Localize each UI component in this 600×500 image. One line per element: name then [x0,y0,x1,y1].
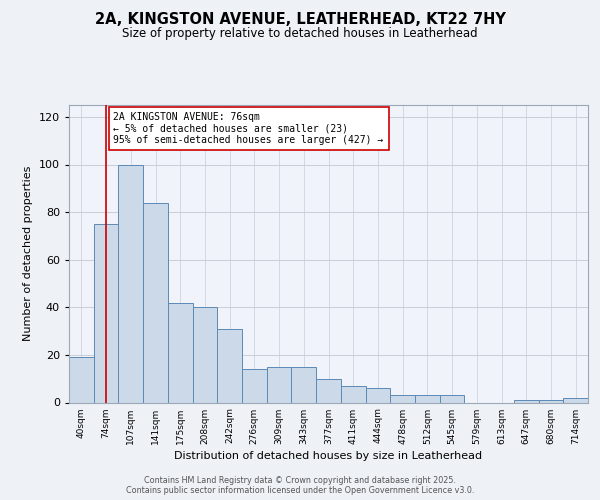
Text: Size of property relative to detached houses in Leatherhead: Size of property relative to detached ho… [122,28,478,40]
Text: 2A, KINGSTON AVENUE, LEATHERHEAD, KT22 7HY: 2A, KINGSTON AVENUE, LEATHERHEAD, KT22 7… [95,12,505,28]
Bar [563,398,588,402]
Bar [168,302,193,402]
X-axis label: Distribution of detached houses by size in Leatherhead: Distribution of detached houses by size … [175,450,482,460]
Bar [415,396,440,402]
Bar [217,328,242,402]
Text: Contains HM Land Registry data © Crown copyright and database right 2025.
Contai: Contains HM Land Registry data © Crown c… [126,476,474,495]
Bar [365,388,390,402]
Bar [514,400,539,402]
Bar [94,224,118,402]
Y-axis label: Number of detached properties: Number of detached properties [23,166,33,342]
Bar [267,367,292,402]
Bar [118,164,143,402]
Bar [69,358,94,403]
Text: 2A KINGSTON AVENUE: 76sqm
← 5% of detached houses are smaller (23)
95% of semi-d: 2A KINGSTON AVENUE: 76sqm ← 5% of detach… [113,112,384,146]
Bar [539,400,563,402]
Bar [143,202,168,402]
Bar [440,396,464,402]
Bar [242,369,267,402]
Bar [193,308,217,402]
Bar [292,367,316,402]
Bar [316,378,341,402]
Bar [341,386,365,402]
Bar [390,396,415,402]
